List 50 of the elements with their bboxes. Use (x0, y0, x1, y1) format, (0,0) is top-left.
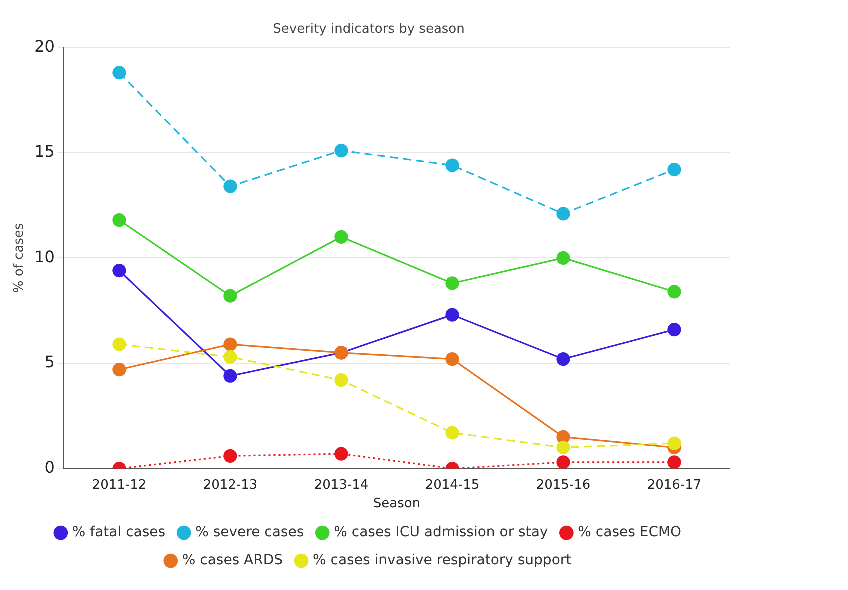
point (224, 350, 238, 364)
point (446, 276, 460, 290)
y-tick-label: 15 (34, 142, 55, 162)
y-tick-label: 20 (34, 36, 55, 56)
y-axis-title: % of cases (12, 223, 28, 294)
y-tick-label: 0 (44, 458, 55, 477)
legend-label: % severe cases (196, 524, 304, 541)
chart-title: Severity indicators by season (273, 22, 465, 38)
point (112, 363, 126, 377)
legend-label: % fatal cases (72, 524, 166, 541)
legend-label: % cases ARDS (182, 552, 284, 569)
y-tick-label: 5 (44, 352, 55, 372)
point (668, 162, 682, 177)
point (556, 456, 570, 469)
point (556, 440, 570, 455)
point (334, 144, 348, 158)
x-tick-label: 2016-17 (647, 478, 702, 493)
legend-label: % cases ICU admission or stay (334, 524, 548, 541)
point (668, 323, 682, 337)
point (112, 338, 126, 352)
point (334, 230, 348, 244)
point (224, 369, 238, 383)
point (112, 213, 126, 228)
point (668, 456, 682, 469)
point (224, 180, 238, 194)
point (112, 66, 126, 80)
y-tick-label: 10 (34, 247, 55, 266)
point (446, 158, 460, 172)
point (224, 338, 238, 352)
x-axis-title: Season (373, 496, 421, 512)
point (224, 289, 238, 303)
point (112, 264, 126, 278)
x-tick-label: 2014-15 (425, 478, 480, 493)
point (334, 447, 348, 461)
point (556, 207, 570, 221)
point (668, 285, 682, 299)
x-tick-label: 2012-13 (203, 478, 258, 493)
point (446, 308, 460, 322)
x-tick-label: 2013-14 (314, 478, 369, 493)
x-tick-label: 2015-16 (536, 478, 591, 493)
point (556, 251, 570, 265)
point (446, 426, 460, 440)
legend-label: % cases invasive respiratory support (313, 552, 572, 569)
point (446, 352, 460, 366)
point (224, 449, 238, 463)
point (668, 436, 682, 450)
legend-label: % cases ECMO (578, 524, 682, 541)
point (334, 374, 348, 388)
point (556, 352, 570, 366)
x-tick-label: 2011-12 (92, 478, 147, 493)
